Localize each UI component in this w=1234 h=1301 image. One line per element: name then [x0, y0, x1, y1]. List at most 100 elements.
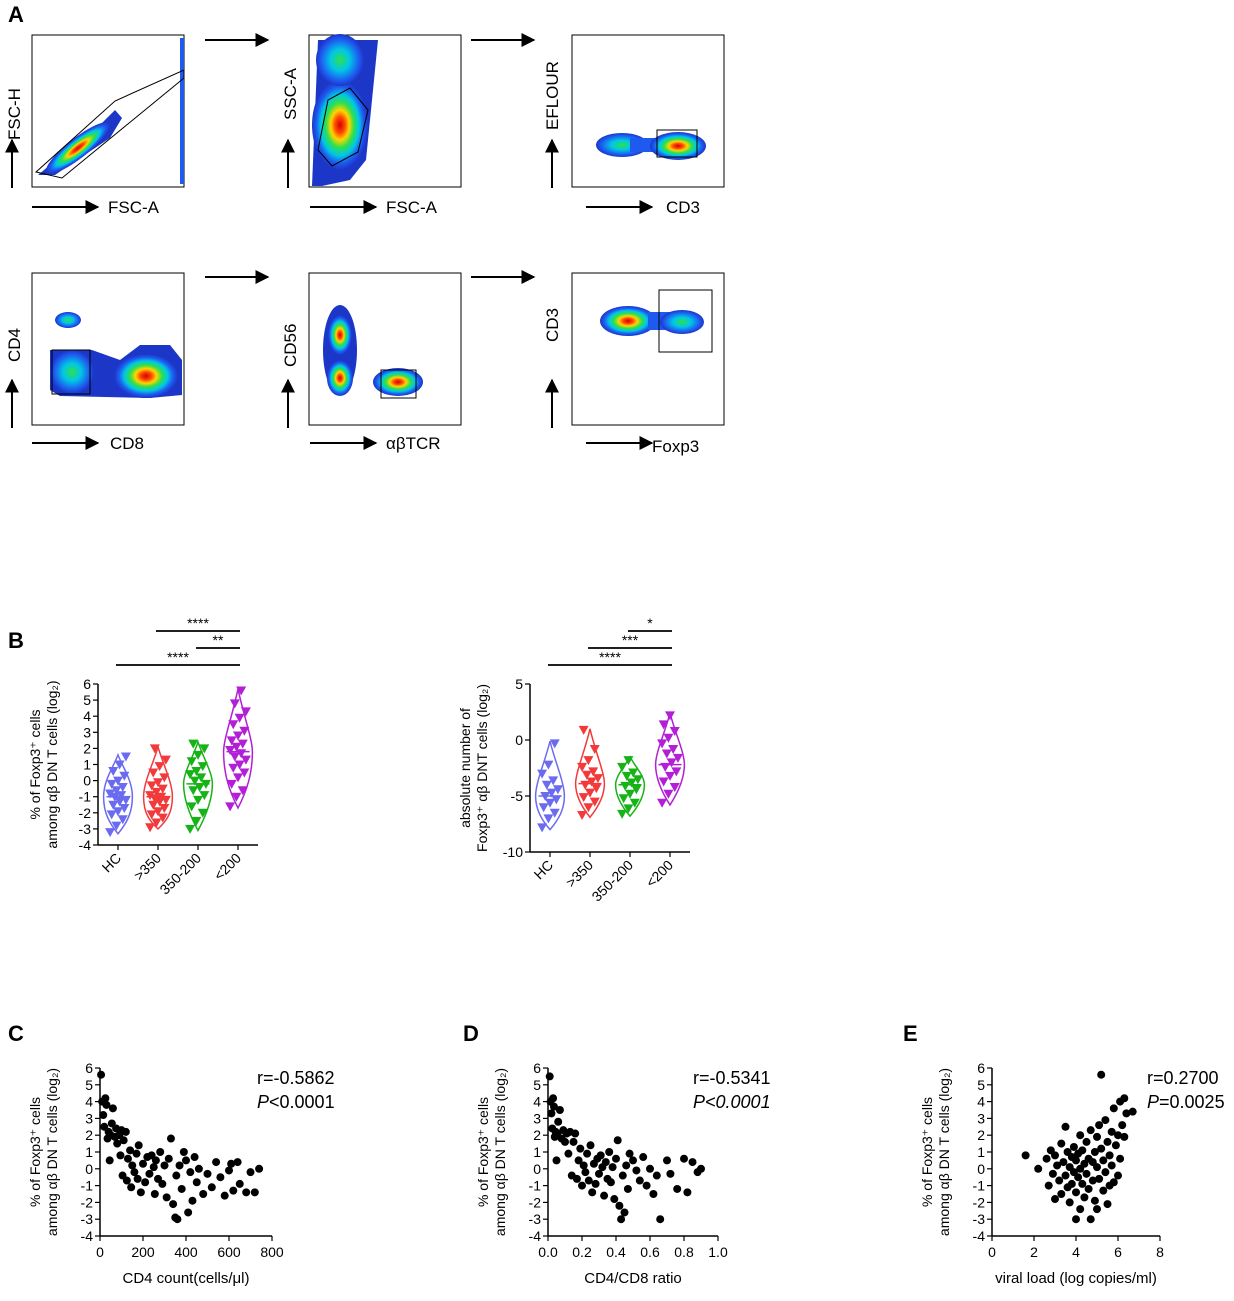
data-point — [579, 1161, 588, 1170]
data-point — [1076, 1131, 1085, 1140]
data-point — [1103, 1200, 1112, 1209]
data-point — [114, 797, 125, 807]
data-point — [658, 720, 669, 730]
x-tick-label: 600 — [217, 1244, 241, 1260]
data-point — [239, 726, 250, 736]
x-tick-label: 350-200 — [588, 857, 636, 905]
data-point — [145, 791, 156, 801]
y-tick-label: 5 — [83, 692, 91, 708]
data-point — [1042, 1154, 1051, 1163]
y-tick-label: -2 — [973, 1194, 986, 1210]
data-point — [642, 1181, 651, 1190]
x-tick-label: 1.0 — [708, 1244, 728, 1260]
y-tick-label: -3 — [79, 821, 92, 837]
data-point — [146, 781, 157, 791]
data-point — [160, 1161, 169, 1170]
data-point — [1118, 1121, 1127, 1130]
data-point — [207, 1183, 216, 1192]
data-point — [194, 1164, 203, 1173]
violin-outline — [222, 688, 254, 810]
data-point — [199, 744, 210, 754]
data-point — [620, 1208, 629, 1217]
y-tick-label: -2 — [529, 1194, 542, 1210]
data-point — [572, 1174, 581, 1183]
axis-x-title: CD4/CD8 ratio — [584, 1270, 682, 1287]
y-tick-label: 0 — [85, 1161, 93, 1177]
data-point — [122, 1176, 131, 1185]
data-point — [585, 788, 595, 798]
data-point — [188, 1196, 197, 1205]
data-point — [588, 1188, 597, 1197]
data-point — [225, 1166, 233, 1175]
data-point — [656, 1215, 665, 1224]
data-point — [1061, 1171, 1070, 1180]
data-point — [657, 739, 668, 749]
axis-x-label: αβTCR — [386, 434, 441, 453]
x-tick-label: 6 — [1114, 1244, 1122, 1260]
data-point — [666, 1169, 675, 1178]
x-tick-label: 800 — [260, 1244, 284, 1260]
x-tick-label: 4 — [1072, 1244, 1080, 1260]
data-point — [197, 762, 208, 772]
stat-p: P<0.0001 — [257, 1092, 335, 1112]
y-tick-label: -1 — [973, 1178, 986, 1194]
data-point — [1097, 1144, 1106, 1153]
data-point — [119, 803, 130, 813]
data-point — [552, 785, 563, 795]
data-point — [179, 1148, 188, 1156]
data-point — [160, 755, 171, 765]
data-point — [151, 818, 162, 828]
data-point — [622, 1161, 631, 1170]
data-point — [236, 749, 247, 759]
data-point — [235, 1179, 244, 1188]
data-point — [136, 1188, 145, 1197]
significance-label: * — [647, 615, 653, 631]
data-point — [233, 1158, 242, 1167]
plot-frame — [571, 34, 725, 188]
panel-label-d: D — [463, 1021, 479, 1046]
data-point — [111, 786, 122, 796]
data-point — [1086, 1215, 1095, 1224]
y-tick-label: -1 — [79, 789, 92, 805]
data-point — [583, 803, 594, 813]
data-point — [229, 1186, 238, 1195]
y-tick-label: 1 — [977, 1144, 985, 1160]
data-point — [1093, 1132, 1101, 1141]
data-point — [625, 1149, 634, 1158]
gate — [380, 369, 417, 399]
axis-y-label: CD4 — [5, 328, 24, 362]
data-point — [621, 771, 632, 781]
data-point — [185, 824, 196, 834]
y-tick-label: 2 — [85, 1127, 93, 1143]
y-tick-label: 2 — [533, 1127, 541, 1143]
data-point — [1111, 1141, 1120, 1150]
data-point — [1109, 1178, 1118, 1187]
data-point — [188, 739, 199, 749]
density-cloud — [312, 34, 378, 186]
data-point — [233, 731, 243, 741]
gate — [34, 69, 185, 179]
data-point — [139, 1159, 147, 1168]
data-point — [586, 777, 597, 787]
data-point — [1057, 1190, 1066, 1198]
data-point — [220, 1191, 229, 1200]
flow-plot-foxp3: CD3 Foxp3 — [543, 272, 725, 456]
data-point — [134, 1141, 143, 1150]
y-tick-label: -3 — [81, 1211, 94, 1227]
data-point — [680, 1154, 688, 1163]
y-tick-label: 1 — [85, 1144, 93, 1160]
x-tick-label: 0.6 — [640, 1244, 660, 1260]
x-tick-label: HC — [530, 857, 556, 883]
x-tick-label: 0.0 — [538, 1244, 558, 1260]
data-point — [108, 800, 119, 810]
y-tick-label: 2 — [977, 1127, 985, 1143]
data-point — [623, 756, 634, 766]
violin-outline — [534, 740, 566, 831]
stat-r: r=-0.5341 — [693, 1068, 771, 1088]
y-tick-label: 0 — [515, 732, 523, 748]
data-point — [632, 1166, 641, 1175]
data-point — [1051, 1151, 1059, 1160]
data-point — [212, 1158, 221, 1167]
y-tick-label: 4 — [83, 708, 91, 724]
